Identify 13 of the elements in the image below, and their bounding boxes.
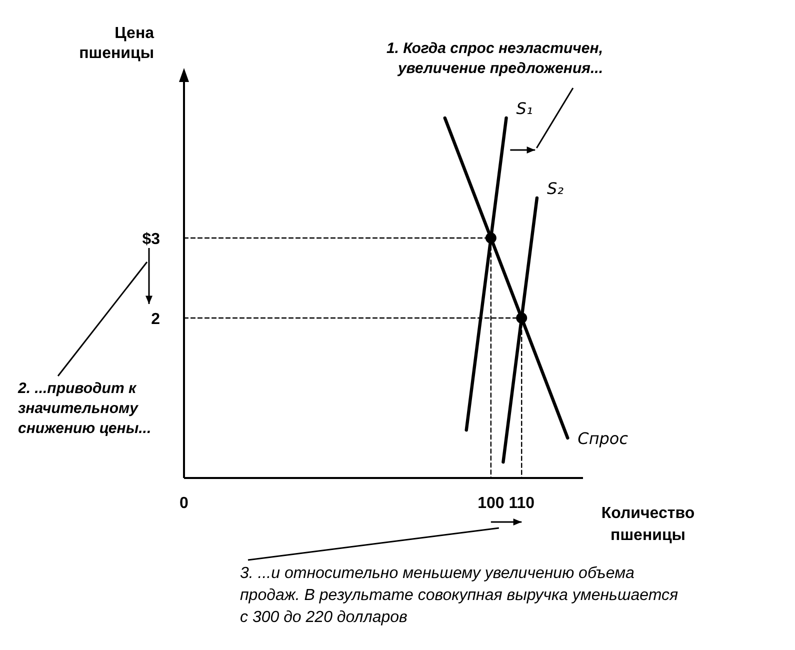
text: 3. ...и относительно меньшему увеличению объема продаж. В результате совокупная выручка уменьшается с 300 до 220 долларов <box>240 565 679 626</box>
x-tick-label: 100 <box>478 495 504 512</box>
y-tick-label: $3 <box>142 231 160 248</box>
text: 2. ...приводит к значительному снижению цены... <box>17 380 152 437</box>
x-tick-label: 110 <box>508 495 535 512</box>
series-label: S₂ <box>546 179 564 198</box>
x-axis-title: Количество пшеницы <box>601 505 695 544</box>
text: 1. Когда спрос неэластичен, увеличение предложения... <box>386 40 603 77</box>
series-label: Спрос <box>578 429 628 448</box>
series-label: S₁ <box>516 99 533 118</box>
y-axis-title: Цена пшеницы <box>79 25 154 62</box>
x-tick-label: 0 <box>180 495 189 512</box>
y-tick-label: 2 <box>151 311 160 328</box>
